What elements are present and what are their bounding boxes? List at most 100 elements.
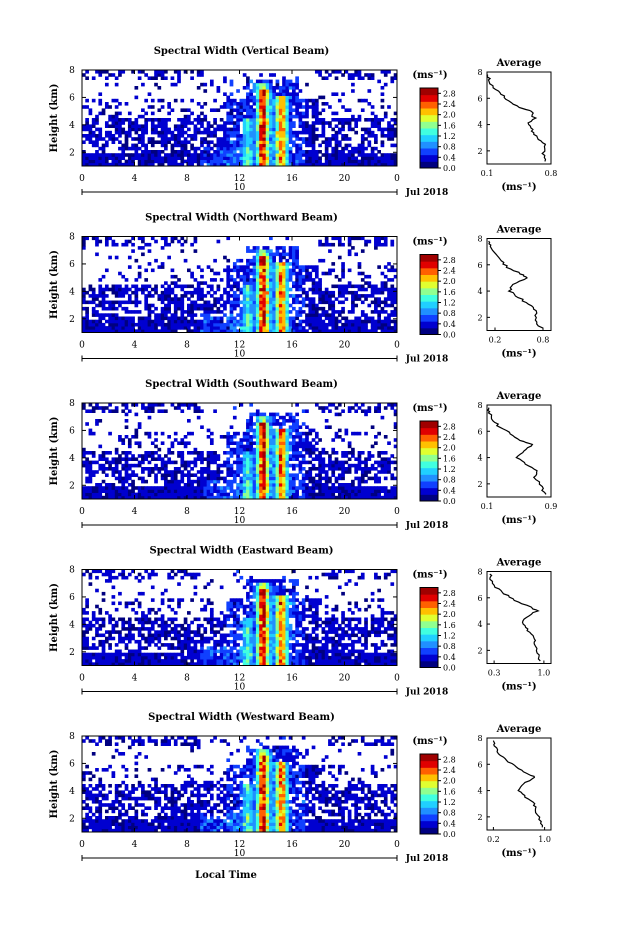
heatmap-cell bbox=[124, 467, 129, 471]
heatmap-cell bbox=[305, 140, 309, 144]
heatmap-cell bbox=[360, 486, 365, 490]
heatmap-cell bbox=[259, 428, 263, 433]
heatmap-cell bbox=[269, 108, 273, 112]
heatmap-cell bbox=[223, 92, 227, 96]
heatmap-cell bbox=[380, 489, 385, 493]
heatmap-cell bbox=[226, 258, 231, 263]
heatmap-cell bbox=[193, 406, 198, 410]
heatmap-cell bbox=[236, 281, 240, 285]
heatmap-cell bbox=[285, 329, 290, 333]
heatmap-cell bbox=[91, 140, 96, 144]
heatmap-cell bbox=[154, 118, 158, 122]
heatmap-cell bbox=[200, 322, 204, 327]
heatmap-cell bbox=[337, 483, 342, 487]
heatmap-cell bbox=[127, 489, 132, 493]
heatmap-cell bbox=[298, 105, 303, 109]
heatmap-cell bbox=[374, 467, 378, 471]
heatmap-cell bbox=[364, 486, 368, 490]
heatmap-cell bbox=[364, 431, 368, 436]
heatmap-cell bbox=[288, 486, 293, 490]
heatmap-cell bbox=[380, 86, 385, 90]
heatmap-cell bbox=[223, 156, 227, 160]
heatmap-cell bbox=[164, 242, 168, 247]
heatmap-cell bbox=[249, 262, 254, 266]
heatmap-cell bbox=[111, 662, 116, 666]
heatmap-cell bbox=[278, 287, 283, 292]
heatmap-cell bbox=[321, 483, 326, 487]
heatmap-cell bbox=[242, 86, 247, 90]
heatmap-cell bbox=[374, 159, 378, 164]
heatmap-cell bbox=[252, 470, 257, 474]
heatmap-cell bbox=[341, 153, 345, 157]
heatmap-cell bbox=[246, 287, 250, 292]
heatmap-cell bbox=[187, 150, 191, 154]
heatmap-cell bbox=[216, 329, 221, 333]
heatmap-cell bbox=[331, 300, 336, 305]
heatmap-cell bbox=[341, 495, 345, 500]
heatmap-cell bbox=[190, 403, 194, 407]
heatmap-cell bbox=[249, 114, 254, 119]
heatmap-cell bbox=[219, 486, 224, 490]
heatmap-cell bbox=[272, 310, 276, 314]
heatmap-cell bbox=[121, 659, 126, 663]
heatmap-cell bbox=[324, 294, 329, 298]
heatmap-cell bbox=[193, 451, 198, 455]
heatmap-cell bbox=[88, 431, 93, 436]
heatmap-cell bbox=[272, 457, 276, 461]
heatmap-cell bbox=[314, 322, 319, 327]
heatmap-cell bbox=[98, 130, 103, 135]
heatmap-cell bbox=[134, 403, 139, 407]
heatmap-cell bbox=[104, 495, 109, 500]
heatmap-cell bbox=[88, 572, 93, 577]
heatmap-cell bbox=[314, 121, 319, 125]
heatmap-cell bbox=[232, 278, 237, 282]
heatmap-cell bbox=[216, 479, 221, 484]
heatmap-cell bbox=[367, 140, 372, 144]
heatmap-cell bbox=[157, 118, 162, 122]
heatmap-cell bbox=[272, 127, 276, 132]
heatmap-cell bbox=[160, 460, 165, 465]
heatmap-cell bbox=[252, 274, 257, 279]
heatmap-cell bbox=[118, 127, 122, 132]
heatmap-cell bbox=[377, 431, 381, 436]
heatmap-cell bbox=[242, 451, 247, 455]
heatmap-cell bbox=[157, 124, 162, 128]
heatmap-cell bbox=[269, 162, 273, 167]
heatmap-cell bbox=[154, 467, 158, 471]
heatmap-cell bbox=[288, 489, 293, 493]
heatmap-cell bbox=[357, 294, 362, 298]
heatmap-cell bbox=[337, 98, 342, 103]
heatmap-cell bbox=[285, 454, 290, 458]
heatmap-cell bbox=[301, 265, 306, 269]
heatmap-cell bbox=[354, 290, 359, 295]
heatmap-cell bbox=[114, 284, 119, 289]
heatmap-cell bbox=[167, 457, 171, 461]
heatmap-cell bbox=[170, 486, 175, 490]
heatmap-cell bbox=[137, 441, 142, 445]
heatmap-cell bbox=[334, 134, 339, 138]
heatmap-cell bbox=[298, 319, 303, 324]
heatmap-cell bbox=[295, 492, 299, 497]
heatmap-cell bbox=[328, 290, 332, 295]
heatmap-cell bbox=[262, 130, 267, 135]
heatmap-cell bbox=[357, 495, 362, 500]
heatmap-cell bbox=[314, 454, 319, 458]
heatmap-cell bbox=[114, 294, 119, 298]
heatmap-cell bbox=[347, 444, 352, 449]
heatmap-cell bbox=[108, 652, 112, 657]
heatmap-cell bbox=[252, 98, 257, 103]
x-tick-label: 20 bbox=[339, 341, 351, 351]
heatmap-cell bbox=[275, 473, 280, 477]
heatmap-cell bbox=[282, 322, 286, 327]
heatmap-cell bbox=[272, 287, 276, 292]
heatmap-cell bbox=[370, 300, 375, 305]
heatmap-cell bbox=[226, 284, 231, 289]
heatmap-cell bbox=[114, 489, 119, 493]
heatmap-cell bbox=[239, 486, 244, 490]
heatmap-cell bbox=[154, 127, 158, 132]
heatmap-cell bbox=[357, 329, 362, 333]
heatmap-cell bbox=[387, 268, 391, 273]
heatmap-cell bbox=[203, 489, 208, 493]
heatmap-cell bbox=[82, 127, 86, 132]
heatmap-cell bbox=[390, 406, 395, 410]
